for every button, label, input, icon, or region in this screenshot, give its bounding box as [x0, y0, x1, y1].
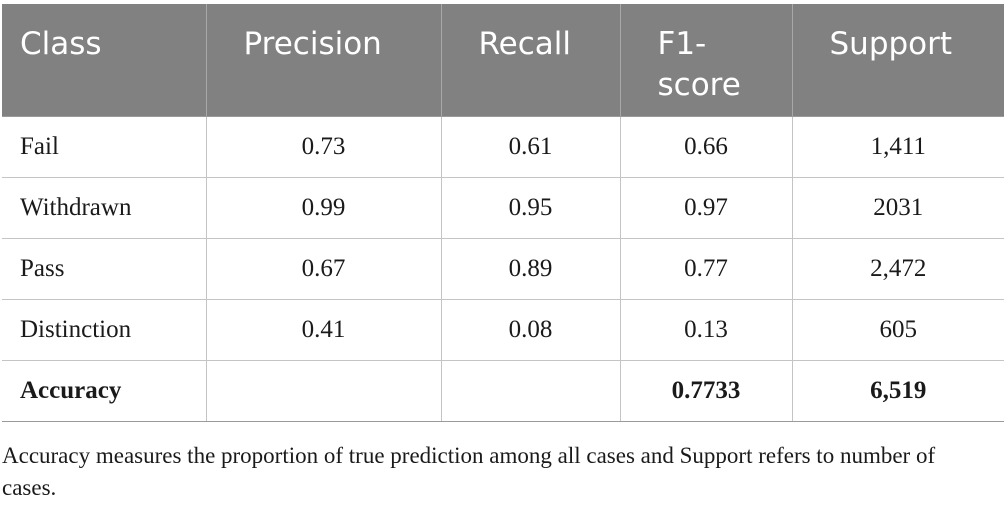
header-f1-score-text: F1- score	[657, 26, 741, 103]
cell-precision: 0.41	[206, 299, 442, 361]
cell-support: 1,411	[792, 116, 1004, 178]
cell-support: 2031	[792, 177, 1004, 239]
cell-accuracy-label: Accuracy	[2, 360, 207, 422]
header-support: Support	[792, 4, 1004, 117]
cell-recall: 0.61	[441, 116, 621, 178]
header-f1-score: F1- score	[620, 4, 793, 117]
table-row: Distinction 0.41 0.08 0.13 605	[2, 299, 1004, 361]
table-row: Pass 0.67 0.89 0.77 2,472	[2, 238, 1004, 300]
cell-support: 605	[792, 299, 1004, 361]
cell-recall: 0.08	[441, 299, 621, 361]
cell-accuracy-precision	[206, 360, 442, 422]
table-footnote: Accuracy measures the proportion of true…	[2, 443, 936, 500]
cell-class: Pass	[2, 238, 207, 300]
table-row: Fail 0.73 0.61 0.66 1,411	[2, 116, 1004, 178]
cell-class: Fail	[2, 116, 207, 178]
accuracy-summary-row: Accuracy 0.7733 6,519	[2, 360, 1004, 422]
header-class: Class	[2, 4, 207, 117]
cell-support: 2,472	[792, 238, 1004, 300]
cell-accuracy-support: 6,519	[792, 360, 1004, 422]
cell-accuracy-value: 0.7733	[620, 360, 793, 422]
cell-precision: 0.67	[206, 238, 442, 300]
cell-class: Withdrawn	[2, 177, 207, 239]
cell-accuracy-recall	[441, 360, 621, 422]
table-row: Withdrawn 0.99 0.95 0.97 2031	[2, 177, 1004, 239]
cell-precision: 0.99	[206, 177, 442, 239]
cell-f1-score: 0.66	[620, 116, 793, 178]
metrics-table-container: Class Precision Recall F1- score Support…	[2, 4, 1004, 422]
header-recall: Recall	[441, 4, 621, 117]
cell-class: Distinction	[2, 299, 207, 361]
cell-f1-score: 0.13	[620, 299, 793, 361]
header-precision: Precision	[206, 4, 442, 117]
cell-f1-score: 0.97	[620, 177, 793, 239]
cell-precision: 0.73	[206, 116, 442, 178]
cell-f1-score: 0.77	[620, 238, 793, 300]
classification-metrics-table: Class Precision Recall F1- score Support…	[2, 4, 1004, 422]
table-header-row: Class Precision Recall F1- score Support	[2, 4, 1004, 117]
cell-recall: 0.89	[441, 238, 621, 300]
cell-recall: 0.95	[441, 177, 621, 239]
